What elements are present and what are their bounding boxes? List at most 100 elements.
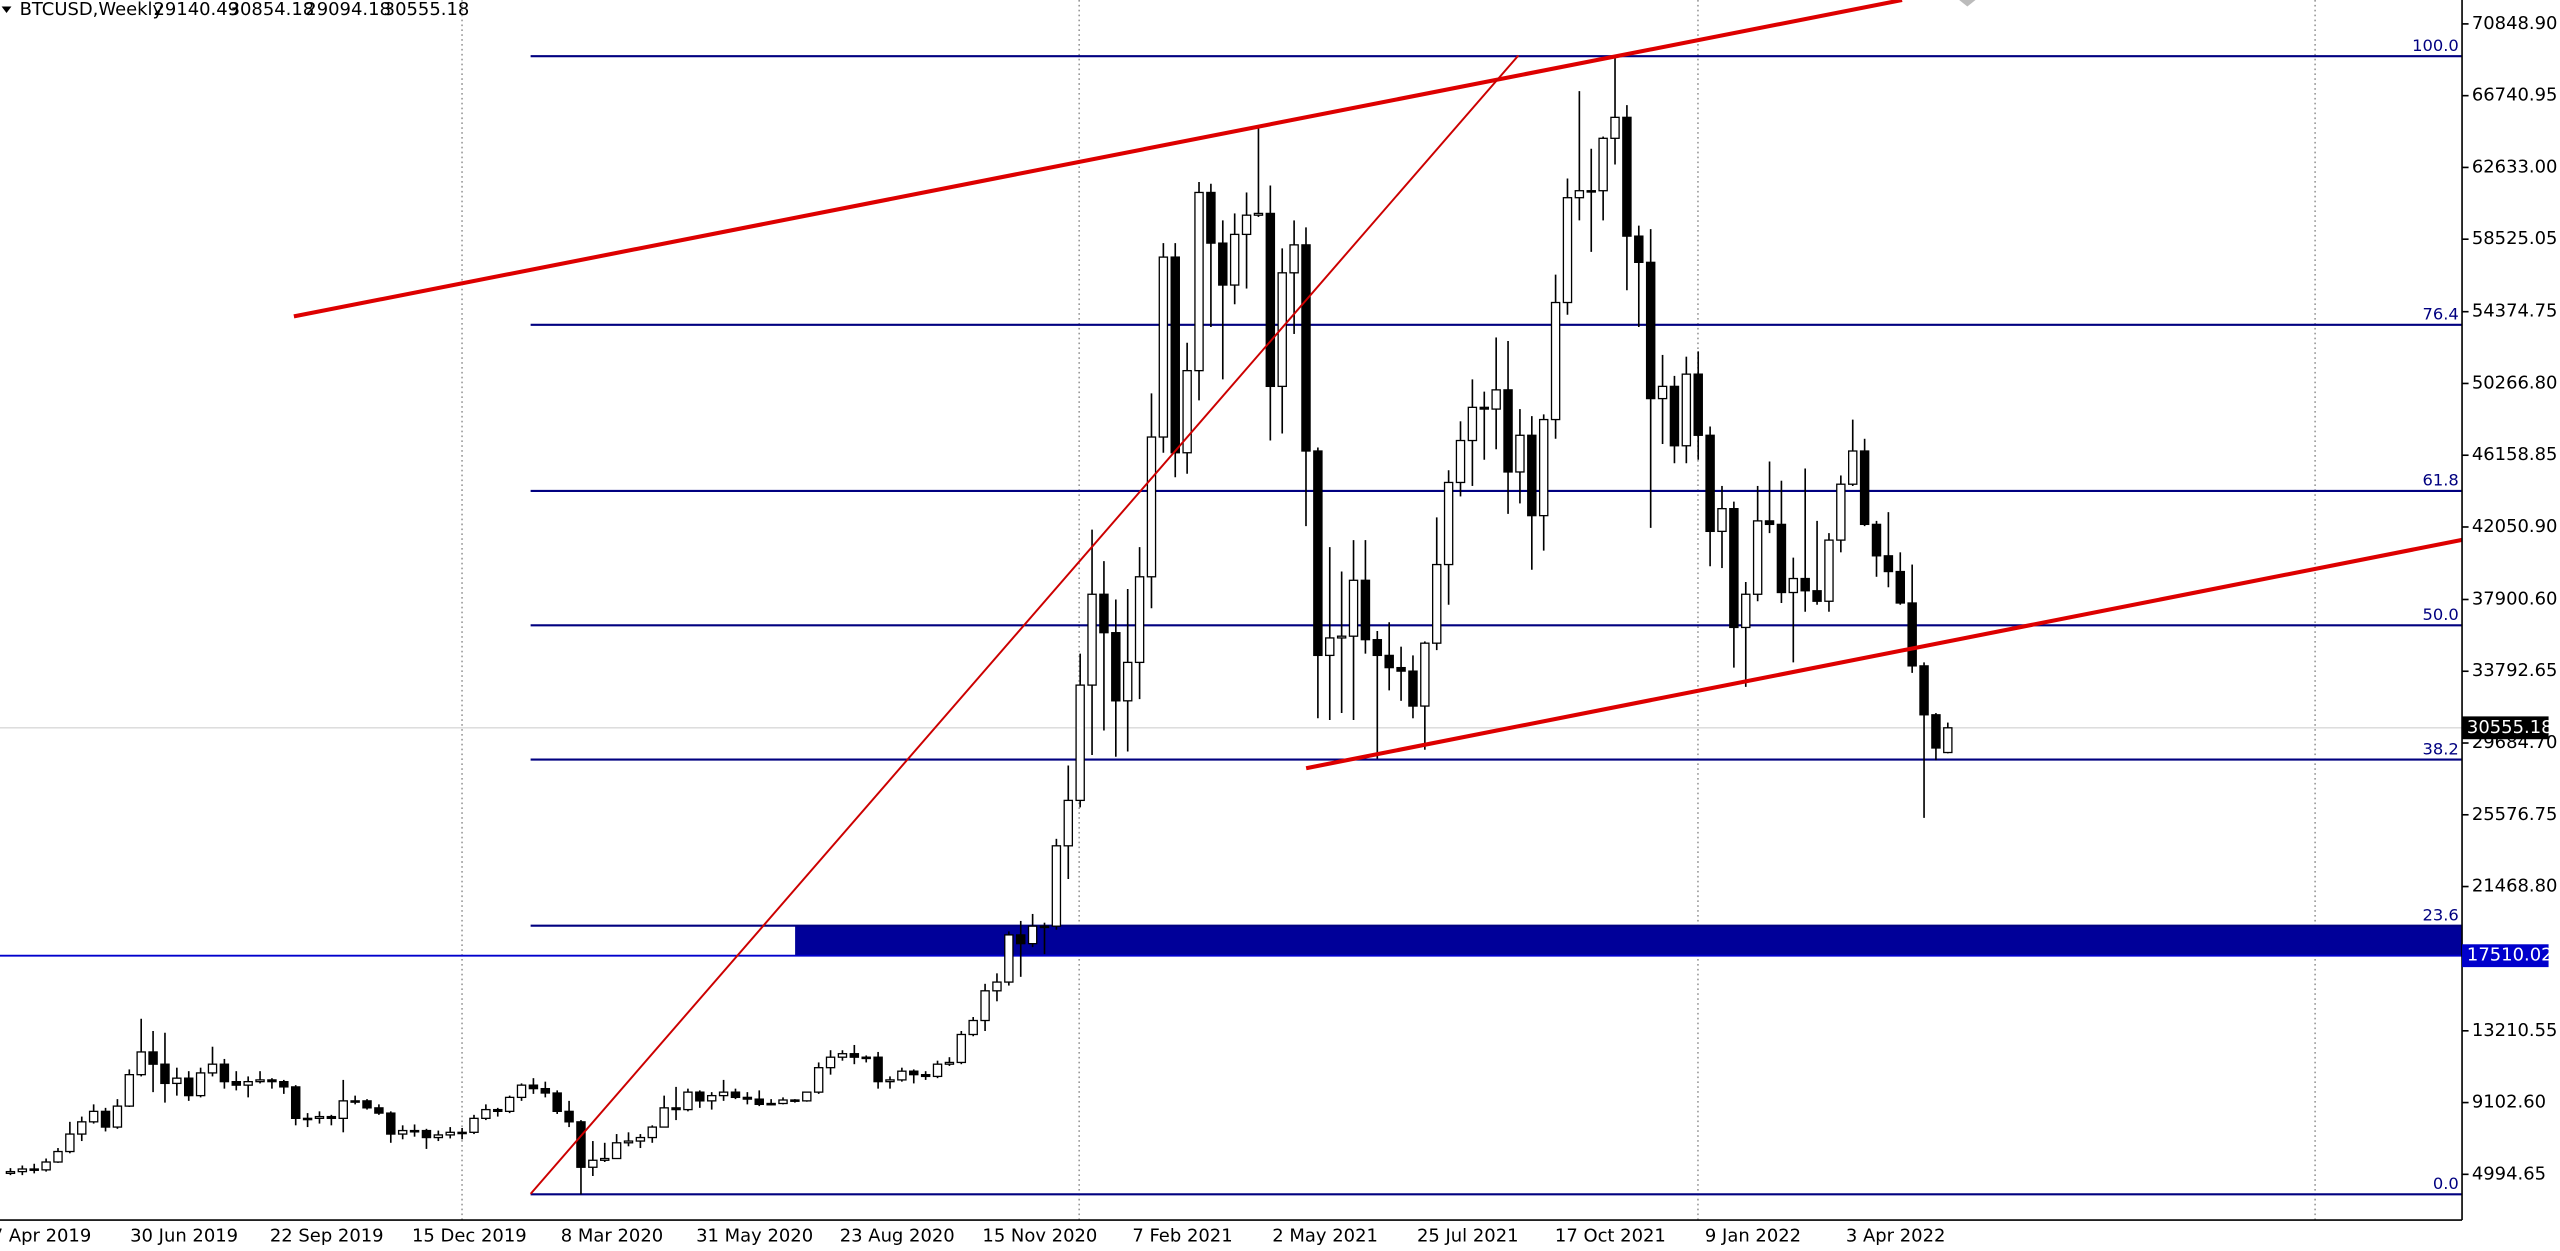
candle-body (695, 1091, 705, 1102)
candle-body (1562, 197, 1573, 304)
candle-body (124, 1074, 135, 1107)
candle-body (1515, 434, 1525, 473)
candle-body (706, 1094, 717, 1102)
separators: 100.0 76.4 61.8 50.0 38.2 23.6 0.0 (0, 0, 2463, 1221)
candle-body (1776, 523, 1787, 594)
candle-body (1122, 661, 1133, 702)
candle-body (588, 1159, 598, 1168)
candle-body (1016, 934, 1026, 945)
candle-body (1657, 385, 1668, 400)
candle-body (1039, 925, 1050, 929)
candle-body (552, 1092, 562, 1113)
candle-body (267, 1079, 277, 1083)
trendlines: BTCUSD,Weekly 29140.49 30854.18 29094.18… (0, 0, 2463, 1221)
fib-label: 23.6 (2422, 905, 2458, 924)
candle-body (671, 1107, 681, 1111)
candle-body (255, 1079, 265, 1083)
y-tick-label: 66740.95 (2472, 85, 2558, 106)
candle-body (1004, 934, 1014, 983)
candle-body (1491, 389, 1501, 410)
candle-body (1146, 436, 1157, 578)
candle-body (1622, 116, 1632, 237)
y-tick-label: 62633.00 (2472, 156, 2558, 177)
candle-body (362, 1100, 372, 1109)
candle-body (338, 1100, 348, 1119)
candle-body (1289, 244, 1299, 274)
candle-body (314, 1115, 325, 1119)
candle-body (17, 1168, 28, 1173)
candle-body (992, 981, 1002, 992)
fib-label: 100.0 (2412, 36, 2459, 55)
candle-body (386, 1112, 396, 1135)
y-tick-label: 58525.05 (2472, 228, 2558, 249)
x-tick-label: 8 Mar 2020 (561, 1225, 663, 1246)
candle-body (88, 1110, 99, 1123)
candle-body (623, 1140, 634, 1144)
candle-body (742, 1096, 753, 1100)
x-tick-label: 9 Jan 2022 (1705, 1225, 1801, 1246)
candle-body (136, 1051, 146, 1076)
candle-body (504, 1096, 515, 1113)
candle-body (576, 1121, 586, 1168)
candle-body (1824, 539, 1834, 602)
candle-body (1455, 439, 1466, 484)
object-marker (1959, 0, 1976, 7)
candle-body (409, 1129, 420, 1133)
candle-body (65, 1133, 75, 1153)
price-line-box (2462, 944, 2549, 968)
x-tick-label: 31 May 2020 (696, 1225, 813, 1246)
candle-body (1384, 654, 1394, 669)
candle-body (611, 1142, 622, 1160)
candle-body (1895, 570, 1906, 604)
current-price-box (2462, 716, 2549, 740)
candle-body (290, 1086, 301, 1119)
candle-body (29, 1168, 39, 1171)
symbol-title: BTCUSD,Weekly (20, 0, 164, 20)
candle-body (493, 1108, 503, 1113)
candle-body (1788, 577, 1799, 594)
ohlc-close: 30555.18 (384, 0, 470, 20)
candle-body (766, 1102, 776, 1106)
candle-body (457, 1131, 467, 1135)
y-tick-label: 46158.85 (2472, 444, 2558, 465)
x-tick-label: 25 Jul 2021 (1417, 1225, 1519, 1246)
candle-body (1396, 666, 1406, 672)
menu-arrow[interactable] (1, 6, 12, 14)
current-price-label: 30555.18 (2467, 717, 2553, 738)
candle-body (944, 1061, 955, 1065)
candle-body (219, 1063, 230, 1083)
candle-body (635, 1136, 646, 1142)
candle-body (469, 1117, 479, 1133)
candle-body (1538, 418, 1549, 517)
candle-body (813, 1067, 824, 1093)
candle-body (77, 1121, 87, 1135)
x-tick-label: 22 Sep 2019 (270, 1225, 384, 1246)
candle-body (1360, 579, 1371, 641)
candle-body (564, 1110, 574, 1123)
y-tick-label: 54374.75 (2472, 301, 2558, 322)
price-line-label: 17510.02 (2467, 945, 2553, 966)
candle-body (1503, 389, 1513, 473)
candle-body (41, 1161, 51, 1171)
x-tick-label: 30 Jun 2019 (130, 1225, 238, 1246)
ohlc-high: 30854.18 (229, 0, 315, 20)
candle-body (1027, 925, 1038, 945)
y-tick-label: 42050.90 (2472, 516, 2558, 537)
candle-body (754, 1098, 764, 1106)
candle-body (861, 1056, 871, 1060)
candle-body (183, 1077, 194, 1097)
candle-body (932, 1063, 943, 1078)
candle-body (968, 1019, 978, 1036)
candle-body (481, 1108, 491, 1119)
candle-body (540, 1087, 551, 1094)
candle-body (1218, 242, 1228, 286)
candle-body (1883, 555, 1894, 573)
candle-body (1717, 508, 1727, 533)
candle-body (1527, 434, 1537, 517)
candle-body (1871, 523, 1882, 557)
candle-body (1586, 190, 1596, 193)
candle-body (433, 1134, 444, 1139)
candle-body (647, 1126, 658, 1139)
candle-body (421, 1129, 432, 1139)
candle-body (790, 1099, 800, 1102)
